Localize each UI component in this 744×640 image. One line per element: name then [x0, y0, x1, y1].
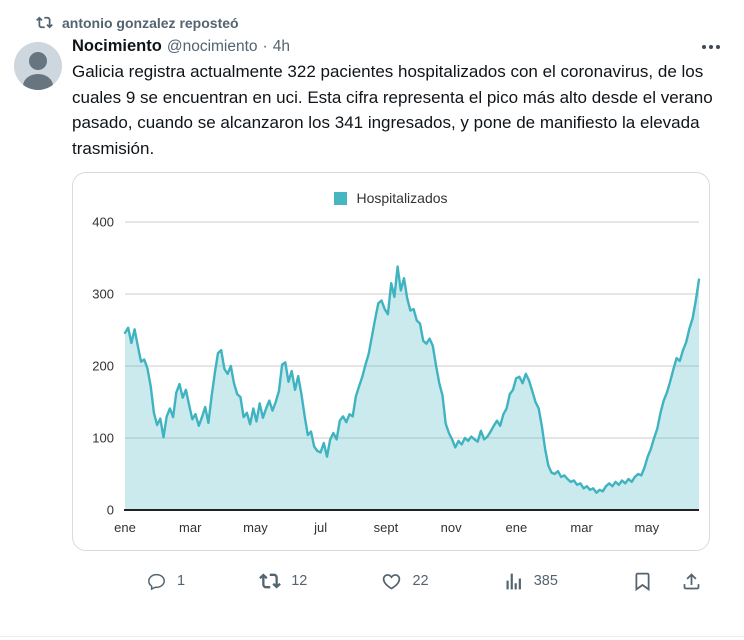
- svg-text:ene: ene: [114, 520, 136, 535]
- view-count: 385: [533, 573, 558, 589]
- share-icon[interactable]: [681, 571, 702, 592]
- svg-text:200: 200: [92, 359, 114, 374]
- svg-text:mar: mar: [179, 520, 202, 535]
- repost-count: 12: [291, 573, 308, 589]
- like-count: 22: [412, 573, 429, 589]
- svg-text:sept: sept: [374, 520, 399, 535]
- engagement-bar: 1 12 22 385: [146, 570, 702, 592]
- views-button[interactable]: 385: [503, 571, 558, 592]
- svg-text:may: may: [635, 520, 660, 535]
- user-handle[interactable]: @nocimiento: [166, 37, 258, 55]
- svg-text:400: 400: [92, 215, 114, 230]
- more-options-icon[interactable]: [702, 44, 720, 49]
- svg-text:ene: ene: [506, 520, 528, 535]
- svg-text:100: 100: [92, 431, 114, 446]
- tweet-actions: [632, 571, 702, 592]
- avatar[interactable]: [14, 42, 62, 90]
- reply-button[interactable]: 1: [146, 571, 185, 592]
- heart-icon: [383, 573, 401, 590]
- tweet-body-text: Galicia registra actualmente 322 pacient…: [72, 62, 713, 158]
- reply-count: 1: [177, 573, 186, 589]
- timestamp[interactable]: 4h: [272, 37, 290, 55]
- svg-text:0: 0: [107, 503, 114, 518]
- analytics-bars-icon: [506, 573, 521, 589]
- bottom-divider: [0, 636, 744, 637]
- svg-text:nov: nov: [441, 520, 462, 535]
- dot-separator: ·: [262, 37, 268, 55]
- tweet-header-row: Nocimiento @nocimiento · 4h: [72, 37, 728, 56]
- svg-text:300: 300: [92, 287, 114, 302]
- reply-icon: [148, 573, 165, 590]
- display-name[interactable]: Nocimiento: [72, 37, 162, 55]
- svg-text:may: may: [243, 520, 268, 535]
- legend-label: Hospitalizados: [356, 190, 448, 206]
- retweet-icon: [259, 573, 282, 589]
- avatar-person-icon: [14, 42, 62, 90]
- bookmark-icon[interactable]: [632, 571, 653, 592]
- repost-header: antonio gonzalez reposteó: [0, 0, 744, 33]
- repost-label[interactable]: antonio gonzalez reposteó: [62, 14, 239, 31]
- chart-card[interactable]: Hospitalizados 0 100 200 300 400 ene mar may jul…: [72, 172, 710, 551]
- legend-swatch: [334, 191, 348, 205]
- repost-icon: [36, 16, 53, 29]
- repost-button[interactable]: 12: [259, 570, 307, 592]
- svg-text:mar: mar: [570, 520, 593, 535]
- svg-text:jul: jul: [313, 520, 327, 535]
- like-button[interactable]: 22: [381, 571, 429, 592]
- hospitalized-chart: 0 100 200 300 400 ene mar may jul sept nov ene mar ma…: [92, 215, 701, 535]
- chart-legend: Hospitalizados: [73, 173, 709, 208]
